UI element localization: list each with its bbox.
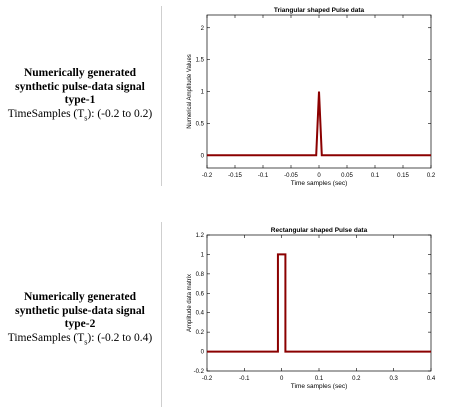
x-tick-label: 0.2: [352, 376, 361, 382]
x-tick-label: -0.05: [284, 173, 298, 179]
y-tick-label: 1: [201, 252, 205, 258]
y-tick-label: 1: [201, 90, 205, 96]
caption-time-suffix: ): (-0.2 to 0.2): [87, 107, 153, 120]
y-tick-label: 0: [201, 153, 205, 159]
x-tick-label: 0.05: [341, 173, 353, 179]
x-tick-label: 0.2: [427, 173, 436, 179]
y-tick-label: 0.4: [196, 311, 205, 317]
y-tick-label: 1.5: [196, 58, 205, 64]
x-tick-label: -0.15: [228, 173, 242, 179]
y-tick-label: 0.6: [196, 291, 205, 297]
y-axis-label: Amplitude data matrix: [187, 274, 193, 332]
y-tick-label: 0.2: [196, 330, 205, 336]
x-tick-label: 0.1: [315, 376, 324, 382]
x-tick-label: -0.2: [202, 173, 213, 179]
chart-title: Rectangular shaped Pulse data: [271, 227, 368, 234]
pulse-series-line: [207, 253, 431, 353]
caption-line-3: type-1: [64, 94, 96, 106]
chart-title: Triangular shaped Pulse data: [274, 7, 365, 14]
caption-time-sub: s: [84, 336, 88, 346]
x-tick-label: 0.3: [389, 376, 398, 382]
x-tick-label: 0: [280, 376, 284, 382]
divider-bottom: [161, 222, 162, 407]
caption-line-2: synthetic pulse-data signal: [15, 80, 145, 93]
caption-line-3: type-2: [64, 318, 96, 330]
caption-time-prefix: TimeSamples (T: [7, 107, 85, 120]
y-axis-label: Numerical Amplitude Values: [187, 54, 193, 129]
y-tick-label: 2: [201, 26, 205, 32]
divider-top: [161, 6, 162, 186]
caption-time-range: TimeSamples (Ts): (-0.2 to 0.2): [0, 108, 160, 125]
caption-line-1: Numerically generated: [23, 67, 137, 79]
x-tick-label: 0.15: [397, 173, 409, 179]
caption-type-2: Numerically generated synthetic pulse-da…: [0, 291, 160, 348]
x-axis-label: Time samples (sec): [291, 180, 347, 187]
caption-time-sub: s: [84, 112, 88, 122]
y-tick-label: 1.2: [196, 233, 205, 239]
x-tick-label: 0.1: [371, 173, 380, 179]
x-tick-label: -0.1: [258, 173, 269, 179]
pulse-series-line: [207, 91, 431, 157]
caption-time-range: TimeSamples (Ts): (-0.2 to 0.4): [0, 332, 160, 349]
y-tick-label: 0.8: [196, 272, 205, 278]
x-axis-label: Time samples (sec): [291, 383, 347, 390]
y-tick-label: 0: [201, 350, 205, 356]
caption-time-suffix: ): (-0.2 to 0.4): [87, 331, 153, 344]
y-tick-label: -0.2: [194, 369, 205, 375]
y-tick-label: 0.5: [196, 121, 205, 127]
caption-line-2: synthetic pulse-data signal: [15, 304, 145, 317]
caption-line-1: Numerically generated: [23, 291, 137, 303]
x-tick-label: 0.4: [427, 376, 436, 382]
x-tick-label: 0: [317, 173, 321, 179]
caption-time-prefix: TimeSamples (T: [7, 331, 85, 344]
x-tick-label: -0.1: [239, 376, 250, 382]
x-tick-label: -0.2: [202, 376, 213, 382]
caption-type-1: Numerically generated synthetic pulse-da…: [0, 67, 160, 124]
